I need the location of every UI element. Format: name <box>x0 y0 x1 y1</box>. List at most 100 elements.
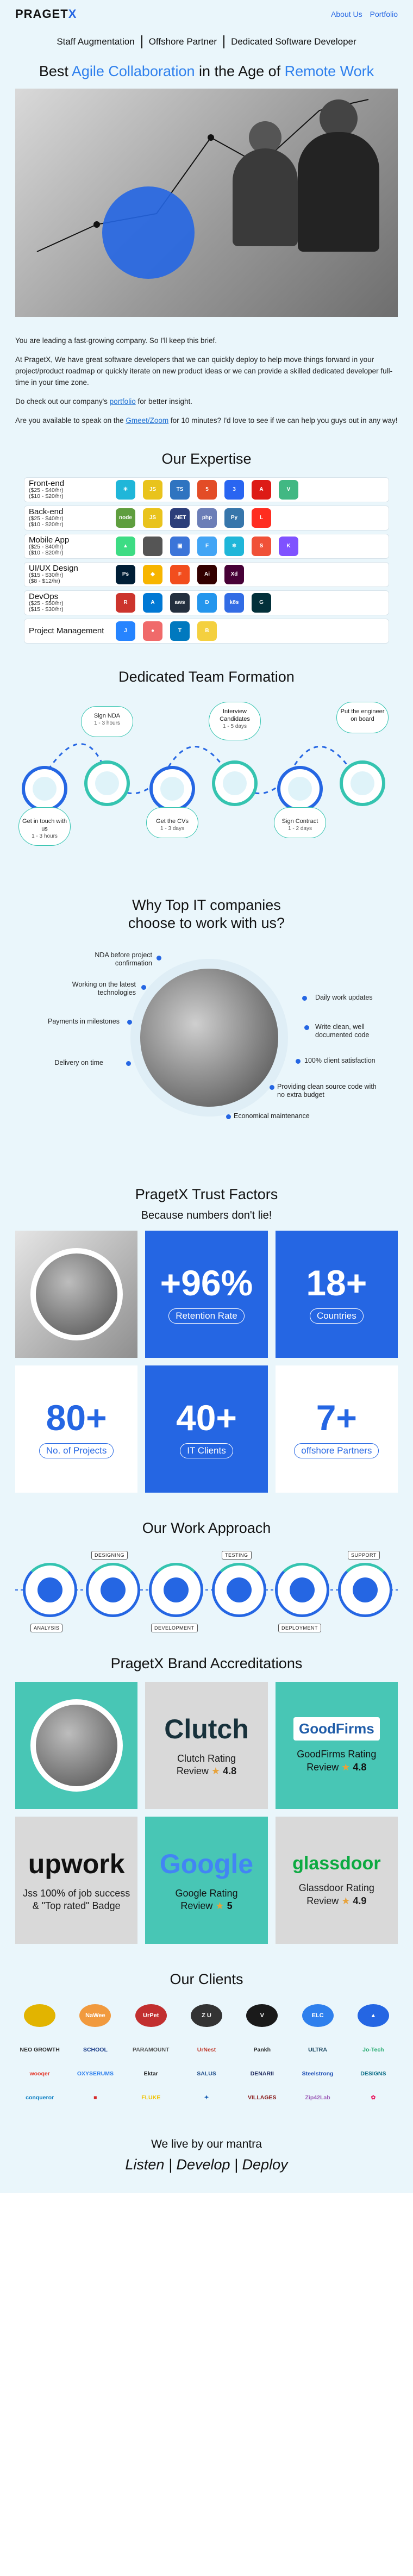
cv-icon <box>160 776 184 801</box>
tech-logo-icon: D <box>197 592 217 613</box>
accreditation-glassdoor[interactable]: glassdoor Glassdoor Rating Review ★ 4.9 <box>275 1817 398 1944</box>
tech-logo-icon: php <box>197 508 217 528</box>
tech-logo-icon: L <box>252 508 271 528</box>
expertise-rate: ($10 - $20/hr) <box>29 493 64 500</box>
step-time: 1 - 2 days <box>288 825 312 832</box>
why-item: Economical maintenance <box>234 1112 310 1120</box>
step-label: Get the CVs <box>156 818 189 825</box>
services-bar: Staff Augmentation Offshore Partner Dedi… <box>0 28 413 55</box>
client-logo: FLUKE <box>141 2094 161 2101</box>
expertise-rate: ($10 - $20/hr) <box>29 550 64 557</box>
expertise-rate: ($25 - $40/hr) <box>29 515 64 522</box>
client-logo: ✦ <box>204 2094 209 2101</box>
step-node-contract <box>277 765 323 812</box>
why-dot <box>157 956 161 961</box>
client-mark: ▲ <box>357 2004 389 2028</box>
tech-logo-icon: Xd <box>224 564 244 584</box>
client-logo: wooqer <box>29 2070 50 2078</box>
tech-logo-icon: .NET <box>170 508 190 528</box>
expertise-name: DevOps <box>29 591 59 601</box>
about-us-link[interactable]: About Us <box>331 10 362 18</box>
headline-highlight1: Agile Collaboration <box>71 63 195 79</box>
tech-logo-icon: JS <box>143 479 162 500</box>
trust-photo <box>15 1231 138 1358</box>
expertise-row: Mobile App ($25 - $40/hr) ($10 - $20/hr) ▲ ▣… <box>24 533 389 559</box>
service-staff-augmentation: Staff Augmentation <box>57 36 135 47</box>
accreditation-goodfirms[interactable]: GoodFirms GoodFirms Rating Review ★ 4.8 <box>275 1682 398 1810</box>
step-time: 1 - 3 hours <box>32 833 58 840</box>
team-formation-title: Dedicated Team Formation <box>118 668 295 685</box>
goodfirms-logo: GoodFirms <box>293 1717 380 1741</box>
client-logo: Steelstrong <box>302 2070 334 2078</box>
gmeet-zoom-link[interactable]: Gmeet/Zoom <box>126 416 169 425</box>
accreditation-upwork[interactable]: upwork Jss 100% of job success & "Top rate… <box>15 1817 138 1944</box>
accreditation-line2: Review <box>180 1900 213 1912</box>
expertise-name: UI/UX Design <box>29 563 78 573</box>
portfolio-inline-link[interactable]: portfolio <box>109 397 136 406</box>
why-title: Why Top IT companies choose to work with … <box>0 875 413 943</box>
client-logo: ULTRA <box>308 2047 327 2054</box>
stat-label: offshore Partners <box>294 1443 379 1459</box>
hero-image <box>15 89 398 317</box>
step-label: Interview Candidates <box>220 708 250 722</box>
client-mark: Z U <box>190 2004 222 2028</box>
intro-text: You are leading a fast-growing company. … <box>0 317 413 440</box>
why-dot <box>126 1061 131 1066</box>
accreditation-text: GoodFirms Rating Review ★ 4.8 <box>297 1748 376 1774</box>
step-node-contact <box>22 765 67 812</box>
tech-logo-icon: ▣ <box>170 536 190 556</box>
expertise-table: Front-end ($25 - $40/hr) ($10 - $20/hr) ⚛ JS… <box>24 477 389 644</box>
headline: Best Agile Collaboration in the Age of R… <box>0 55 413 89</box>
tech-logo-icon: ◆ <box>143 564 162 584</box>
client-logo: V <box>237 1998 286 2034</box>
stat-offshore: 7+ offshore Partners <box>275 1365 398 1493</box>
portfolio-link[interactable]: Portfolio <box>370 10 398 18</box>
accreditation-line1: GoodFirms Rating <box>297 1749 377 1760</box>
client-mark <box>24 2004 56 2028</box>
client-logo: DESIGNS <box>360 2070 386 2078</box>
divider <box>223 35 225 48</box>
stage-tag: DESIGNING <box>91 1551 128 1560</box>
team-path <box>42 743 349 794</box>
intro-p3: Do check out our company's portfolio for… <box>15 396 398 408</box>
expertise-label: Project Management <box>29 626 116 635</box>
why-dot <box>302 996 307 1001</box>
step-node-interview <box>212 760 258 806</box>
star-icon: ★ <box>211 1766 221 1777</box>
tech-logo-icon: G <box>252 592 271 613</box>
expertise-label: DevOps ($25 - $50/hr) ($15 - $30/hr) <box>29 592 116 613</box>
headline-part2: in the Age of <box>195 63 285 79</box>
stage-support <box>338 1563 392 1618</box>
stage-development <box>149 1563 203 1618</box>
rating-value: 4.8 <box>223 1766 237 1777</box>
rating-value: 4.9 <box>353 1895 367 1906</box>
stage-tag: DEVELOPMENT <box>151 1624 198 1633</box>
stage-designing <box>86 1563 140 1618</box>
expertise-rate: ($10 - $20/hr) <box>29 521 64 528</box>
client-logo: conqueror <box>26 2094 54 2101</box>
tech-logo-icon: K <box>279 536 298 556</box>
step-node-cvs <box>149 765 195 812</box>
expertise-rate: ($25 - $40/hr) <box>29 544 64 551</box>
tech-logo-icon: A <box>143 592 162 613</box>
intro-p4-a: Are you available to speak on the <box>15 416 126 425</box>
accreditation-line1: 100% of job success <box>40 1887 130 1899</box>
why-item: Working on the latest technologies <box>72 981 136 997</box>
step-caption-cvs: Get the CVs 1 - 3 days <box>146 807 198 838</box>
accreditation-text: Glassdoor Rating Review ★ 4.9 <box>299 1882 374 1907</box>
accreditation-clutch[interactable]: Clutch Clutch Rating Review ★ 4.8 <box>145 1682 268 1810</box>
hero-person <box>298 132 379 252</box>
test-icon <box>227 1577 252 1603</box>
stat-countries: 18+ Countries <box>275 1231 398 1358</box>
expertise-rate: ($8 - $12/hr) <box>29 578 60 585</box>
logo[interactable]: PRAGETX <box>15 7 77 21</box>
client-logo: UrPet <box>127 1998 176 2034</box>
step-caption-nda: Sign NDA 1 - 3 hours <box>81 706 133 737</box>
why-dot <box>270 1085 274 1090</box>
expertise-rate: ($15 - $30/hr) <box>29 606 64 613</box>
trust-title: PragetX Trust Factors <box>135 1186 278 1203</box>
approach-diagram: ANALYSIS DESIGNING DEVELOPMENT TESTING D… <box>15 1546 398 1639</box>
stat-label: IT Clients <box>180 1443 233 1459</box>
accreditation-google[interactable]: Google Google Rating Review ★ 5 <box>145 1817 268 1944</box>
stat-value: 40+ <box>176 1398 237 1438</box>
